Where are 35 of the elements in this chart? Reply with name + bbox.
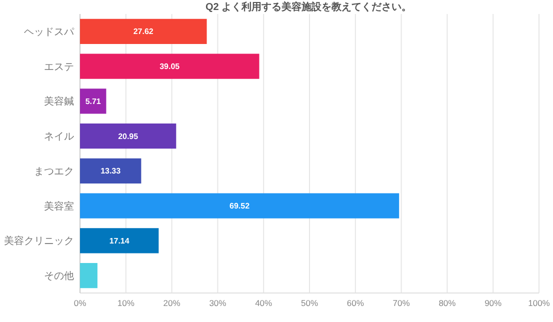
- data-label: 27.62: [133, 27, 154, 36]
- data-label: 13.33: [100, 166, 122, 176]
- y-tick-label: ヘッドスパ: [24, 26, 75, 38]
- x-tick-label: 0%: [74, 298, 87, 308]
- data-label: 69.52: [230, 202, 250, 211]
- y-tick-label: その他: [44, 270, 74, 282]
- bar: [80, 124, 176, 149]
- x-tick-label: 30%: [209, 298, 227, 308]
- bar: [80, 18, 207, 44]
- x-tick-label: 10%: [117, 298, 135, 308]
- data-label: 5.71: [85, 96, 102, 106]
- y-tick-label: 美容鍼: [44, 96, 74, 108]
- bar: [80, 158, 142, 184]
- bar: [80, 193, 400, 218]
- x-tick-label: 50%: [300, 298, 318, 308]
- data-label: 39.05: [160, 62, 180, 72]
- y-tick-label: 美容クリニック: [4, 235, 74, 248]
- y-tick-label: 美容室: [44, 200, 74, 212]
- y-tick-label: エステ: [44, 62, 74, 73]
- y-tick-label: ネイル: [44, 132, 74, 143]
- bar: [80, 88, 106, 114]
- x-tick-label: 80%: [438, 298, 456, 308]
- x-tick-label: 20%: [163, 298, 181, 308]
- data-label: 17.14: [109, 236, 130, 246]
- data-label: 20.95: [118, 132, 139, 141]
- bar: [80, 228, 159, 254]
- x-tick-label: 100%: [528, 298, 550, 308]
- y-tick-label: まつエク: [34, 166, 74, 178]
- chart-title: Q2 よく利用する美容施設を教えてください。: [205, 1, 412, 13]
- bar: [80, 54, 260, 79]
- bar: [80, 263, 98, 288]
- x-tick-label: 60%: [346, 298, 364, 308]
- x-tick-label: 90%: [484, 298, 502, 308]
- x-tick-label: 70%: [392, 298, 410, 308]
- x-tick-label: 40%: [255, 298, 273, 308]
